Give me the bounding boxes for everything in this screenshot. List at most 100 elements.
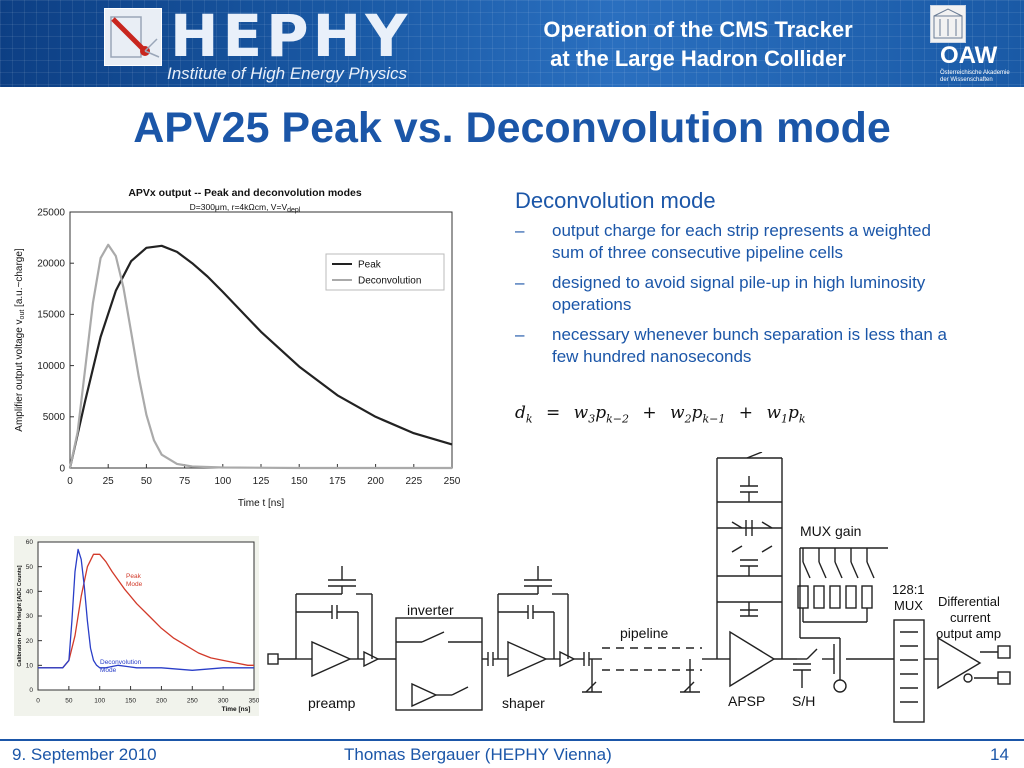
y-tick-label: 50 [26, 564, 34, 571]
x-tick-label: 225 [405, 476, 422, 487]
legend-label: Deconvolution [358, 276, 421, 287]
formula-p: p [595, 403, 607, 423]
x-axis-label: Time t [ns] [238, 498, 285, 509]
x-tick-label: 100 [214, 476, 231, 487]
x-tick-label: 75 [179, 476, 191, 487]
formula-w-sub: 3 [588, 412, 596, 426]
buffer-icon [363, 650, 380, 668]
oaw-logo-subtitle: Österreichische Akademie der Wissenschaf… [940, 70, 1010, 83]
preamp-amplifier-icon [311, 640, 352, 678]
footer-author: Thomas Bergauer (HEPHY Vienna) [344, 745, 612, 764]
y-axis-label: Calibration Pulse Height [ADC Counts] [17, 565, 23, 666]
dash-bullet-icon: – [515, 325, 525, 344]
x-tick-label: 0 [36, 698, 40, 705]
x-tick-label: 200 [156, 698, 167, 705]
plot-frame [69, 211, 453, 469]
inverter-amplifier-icon [411, 682, 438, 708]
x-tick-label: 0 [67, 476, 73, 487]
chart1-legend: Peak Deconvolution [325, 253, 445, 291]
mux-label-line1: 128:1 [892, 582, 925, 597]
y-tick-label: 0 [59, 463, 65, 474]
y-tick-label: 25000 [37, 207, 65, 218]
sample-hold-block [793, 638, 847, 693]
sh-label: S/H [792, 693, 815, 709]
formula-w: w [670, 403, 685, 423]
presentation-title-line1: Operation of the CMS Tracker [543, 17, 853, 42]
apsp-block [716, 452, 797, 688]
chart-title: APVx output -- Peak and deconvolution mo… [128, 187, 362, 199]
x-tick-label: 150 [125, 698, 136, 705]
series-annotation: Deconvolution [100, 659, 142, 666]
x-tick-label: 25 [103, 476, 115, 487]
y-tick-label: 10 [26, 663, 34, 670]
oaw-logo-text: OAW [940, 42, 998, 69]
y-tick-label: 15000 [37, 310, 65, 321]
legend-box [325, 253, 445, 291]
series-line-deconvolution [68, 243, 452, 470]
y-tick-label: 20 [26, 638, 34, 645]
pipeline-label: pipeline [620, 625, 668, 641]
presentation-title-line2: at the Large Hadron Collider [550, 46, 846, 71]
plot-frame [37, 541, 255, 691]
chart2-axes: 0 50 100 150 200 250 300 350 0 10 20 30 40 50 60 Time [… [14, 536, 259, 716]
formula-lhs-sub: k [525, 412, 533, 426]
peak-deconvolution-chart: 0 25 50 75 100 125 150 175 200 225 250 0 5000 10000 15… [14, 187, 461, 509]
oaw-building-icon [930, 5, 966, 43]
x-tick-label: 150 [291, 476, 308, 487]
footer-date: 9. September 2010 [12, 745, 157, 764]
inverter-label: inverter [407, 602, 454, 618]
description-block: Deconvolution mode – output charge for ea… [515, 188, 975, 376]
description-bullet-list: – output charge for each strip represents… [515, 220, 975, 368]
header-grid-pattern [0, 0, 1024, 87]
dash-bullet-icon: – [515, 221, 525, 240]
bullet-item: – designed to avoid signal pile-up in hig… [515, 272, 962, 316]
x-axis-label: Time [ns] [222, 706, 251, 713]
y-tick-label: 30 [26, 613, 34, 620]
apsp-amplifier-icon [729, 630, 776, 688]
formula-equals: = [545, 403, 561, 423]
formula-p-sub: k−2 [606, 412, 629, 426]
mux-gain-block [797, 547, 888, 639]
formula-p-sub: k [798, 412, 806, 426]
formula-w: w [573, 403, 589, 423]
description-heading: Deconvolution mode [515, 188, 716, 213]
hephy-logo-icon [104, 8, 162, 66]
pipeline-block [574, 647, 717, 693]
preamp-label: preamp [308, 695, 356, 711]
inverter-block [378, 617, 483, 711]
bullet-text: necessary whenever bunch separation is l… [552, 325, 948, 366]
formula-plus: + [642, 403, 657, 423]
x-tick-label: 175 [329, 476, 346, 487]
series-annotation: Mode [100, 667, 117, 674]
y-tick-label: 40 [26, 589, 34, 596]
diff-amp-label-line3: output amp [936, 626, 1001, 641]
bullet-item: – output charge for each strip represents… [515, 220, 962, 264]
formula-w: w [766, 403, 781, 423]
shaper-block [482, 566, 576, 678]
y-tick-label: 60 [26, 539, 34, 546]
chart1-lines [68, 243, 453, 470]
diff-amp-label-line2: current [950, 610, 991, 625]
differential-amplifier-icon [937, 636, 982, 690]
footer-page-number: 14 [990, 745, 1009, 764]
header-bar: HEPHY Institute of High Energy Physics O… [0, 0, 1024, 87]
dash-bullet-icon: – [515, 273, 525, 292]
bullet-item: – necessary whenever bunch separation is … [515, 324, 962, 368]
x-tick-label: 100 [94, 698, 105, 705]
bullet-text: designed to avoid signal pile-up in high… [552, 273, 926, 314]
formula-p: p [691, 403, 703, 423]
y-tick-label: 20000 [37, 259, 65, 270]
x-tick-label: 250 [187, 698, 198, 705]
bullet-text: output charge for each strip represents … [552, 221, 931, 262]
x-tick-label: 250 [444, 476, 461, 487]
chart2-lines [38, 548, 254, 671]
y-tick-label: 10000 [37, 361, 65, 372]
series-annotation: Peak [126, 573, 142, 580]
chart-subtitle: D=300μm, r=4kΩcm, V=Vdepl [190, 202, 301, 214]
y-axis-label: Amplifier output voltage vout [a.u.~char… [14, 248, 26, 432]
output-terminal [997, 645, 1011, 659]
x-tick-label: 200 [367, 476, 384, 487]
diff-amp-label-line1: Differential [938, 594, 1000, 609]
series-line-peak-mode [38, 553, 254, 669]
mux-block [846, 619, 938, 723]
